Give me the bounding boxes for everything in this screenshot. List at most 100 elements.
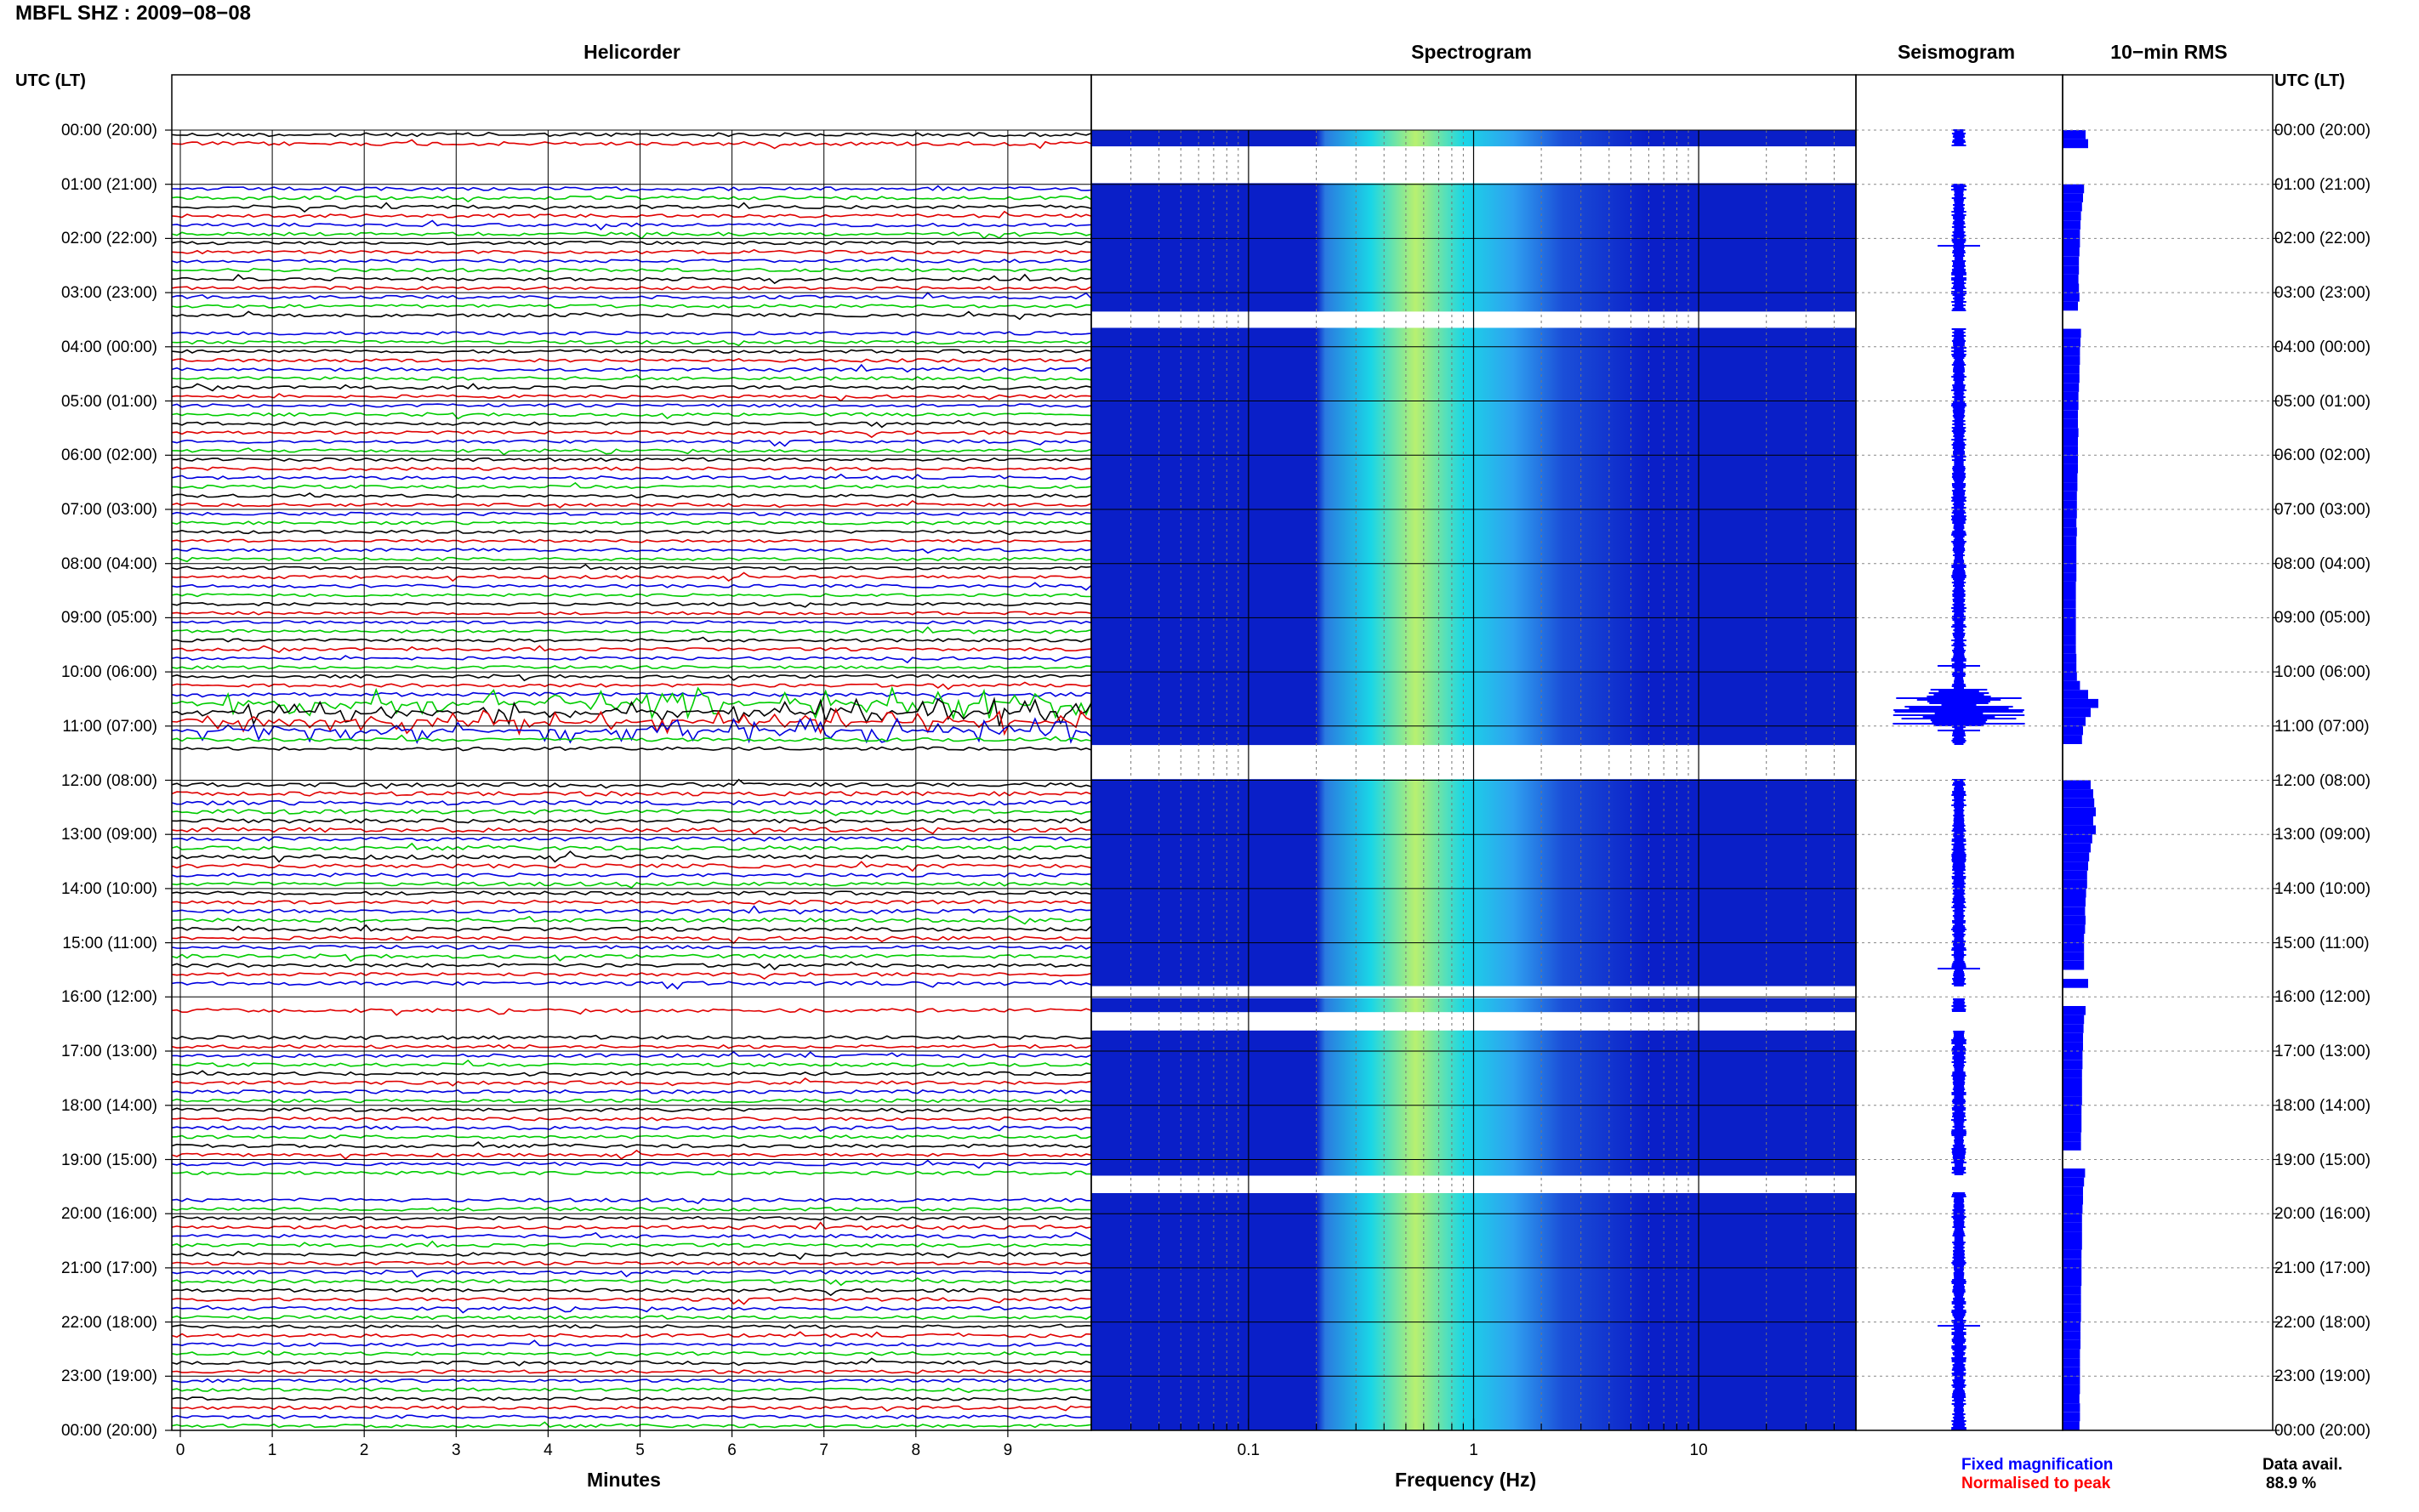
rms-bar bbox=[2063, 1123, 2082, 1133]
helicorder-trace bbox=[171, 286, 1092, 291]
rms-bar bbox=[2063, 690, 2088, 699]
rms-bar bbox=[2063, 211, 2081, 221]
helicorder-trace bbox=[171, 457, 1092, 463]
rms-bar bbox=[2063, 825, 2096, 835]
helicorder-trace bbox=[171, 734, 1092, 742]
helicorder-trace bbox=[171, 827, 1092, 835]
rms-bar bbox=[2063, 1249, 2082, 1259]
rms-bar bbox=[2063, 428, 2079, 437]
rms-bar bbox=[2063, 1096, 2082, 1106]
rms-bar bbox=[2063, 1032, 2083, 1043]
helicorder-trace bbox=[171, 685, 1092, 720]
helicorder-trace bbox=[171, 1387, 1092, 1394]
helicorder-trace bbox=[171, 256, 1092, 264]
rms-bar bbox=[2063, 952, 2085, 961]
rms-bar bbox=[2063, 708, 2091, 718]
utc-label-left: UTC (LT) bbox=[15, 71, 86, 90]
helicorder-trace bbox=[171, 924, 1092, 932]
time-label-right: 04:00 (00:00) bbox=[2274, 338, 2371, 355]
helicorder-trace bbox=[171, 905, 1092, 915]
helicorder-trace bbox=[171, 202, 1092, 213]
rms-bar bbox=[2063, 473, 2078, 483]
helicorder-trace bbox=[171, 520, 1092, 526]
helicorder-trace bbox=[171, 403, 1092, 408]
helicorder-trace bbox=[171, 1369, 1092, 1374]
time-label-left: 12:00 (08:00) bbox=[60, 771, 157, 790]
rms-bar bbox=[2063, 816, 2093, 826]
minute-tick-label: 3 bbox=[452, 1441, 461, 1459]
rms-bar bbox=[2063, 383, 2080, 392]
helicorder-trace bbox=[171, 267, 1092, 273]
helicorder-trace bbox=[171, 881, 1092, 889]
time-label-right: 00:00 (20:00) bbox=[2274, 122, 2371, 139]
helicorder-trace bbox=[171, 980, 1092, 990]
rms-bar bbox=[2063, 346, 2080, 356]
helicorder-trace bbox=[171, 439, 1092, 447]
rms-bar bbox=[2063, 455, 2078, 464]
helicorder-trace bbox=[171, 1331, 1092, 1339]
time-label-right: 23:00 (19:00) bbox=[2274, 1368, 2371, 1385]
time-label-right: 22:00 (18:00) bbox=[2274, 1314, 2371, 1331]
helicorder-trace bbox=[171, 791, 1092, 797]
frequency-tick-label: 0.1 bbox=[1237, 1441, 1261, 1459]
rms-bar bbox=[2063, 960, 2085, 970]
rms-bar bbox=[2063, 130, 2086, 139]
panel-frames bbox=[171, 74, 2274, 1431]
helicorder-trace bbox=[171, 1215, 1092, 1221]
helicorder-trace bbox=[171, 1269, 1092, 1278]
time-label-left: 18:00 (14:00) bbox=[60, 1096, 157, 1115]
time-label-right: 16:00 (12:00) bbox=[2274, 989, 2371, 1006]
time-label-right: 13:00 (09:00) bbox=[2274, 827, 2371, 844]
helicorder-trace bbox=[171, 139, 1092, 150]
time-label-right: 21:00 (17:00) bbox=[2274, 1259, 2371, 1276]
helicorder-trace bbox=[171, 836, 1092, 842]
rms-bar bbox=[2063, 1259, 2082, 1268]
helicorder-trace bbox=[171, 890, 1092, 896]
helicorder-trace bbox=[171, 248, 1091, 255]
helicorder-trace bbox=[171, 1098, 1092, 1104]
rms-bar bbox=[2063, 879, 2087, 889]
helicorder-trace bbox=[171, 1159, 1092, 1169]
minute-tick-label: 4 bbox=[544, 1441, 553, 1459]
rms-bar bbox=[2063, 1276, 2082, 1287]
time-label-left: 15:00 (11:00) bbox=[62, 934, 157, 952]
rms-bar bbox=[2063, 852, 2090, 861]
helicorder-trace bbox=[171, 1315, 1092, 1321]
time-label-left: 03:00 (23:00) bbox=[60, 284, 157, 303]
frequency-tick-label: 1 bbox=[1469, 1441, 1478, 1459]
time-label-left: 09:00 (05:00) bbox=[60, 609, 157, 628]
rms-bar bbox=[2063, 563, 2077, 573]
time-label-left: 04:00 (00:00) bbox=[60, 338, 157, 356]
helicorder-trace bbox=[171, 1134, 1092, 1140]
rms-bar bbox=[2063, 1222, 2082, 1232]
rms-bar bbox=[2063, 355, 2080, 366]
rms-bar bbox=[2063, 1141, 2081, 1151]
rms-bar bbox=[2063, 463, 2078, 474]
helicorder-trace bbox=[171, 231, 1092, 240]
rms-bar bbox=[2063, 1267, 2082, 1277]
helicorder-trace bbox=[171, 708, 1092, 736]
helicorder-trace bbox=[171, 626, 1092, 634]
rms-bar bbox=[2063, 834, 2092, 844]
helicorder-trace bbox=[171, 383, 1092, 392]
time-label-left: 16:00 (12:00) bbox=[60, 988, 157, 1007]
minute-tick-label: 9 bbox=[1003, 1441, 1013, 1459]
rms-bar bbox=[2063, 536, 2077, 546]
rms-bar bbox=[2063, 1060, 2083, 1070]
rms-bar bbox=[2063, 1358, 2080, 1367]
time-label-right: 08:00 (04:00) bbox=[2274, 555, 2371, 572]
helicorder-trace bbox=[171, 419, 1092, 429]
rms-bar bbox=[2063, 401, 2079, 411]
rms-bar bbox=[2063, 725, 2083, 736]
helicorder-trace bbox=[171, 556, 1092, 563]
helicorder-trace bbox=[171, 953, 1092, 963]
rms-bar bbox=[2063, 1412, 2080, 1422]
helicorder-trace bbox=[171, 817, 1092, 824]
helicorder-trace bbox=[171, 481, 1092, 490]
minutes-axis-label: Minutes bbox=[587, 1469, 661, 1491]
helicorder-trace bbox=[171, 374, 1092, 381]
minute-tick-label: 2 bbox=[359, 1441, 369, 1459]
minute-tick-label: 5 bbox=[635, 1441, 645, 1459]
rms-bar bbox=[2063, 545, 2077, 554]
helicorder-trace bbox=[171, 1305, 1092, 1314]
